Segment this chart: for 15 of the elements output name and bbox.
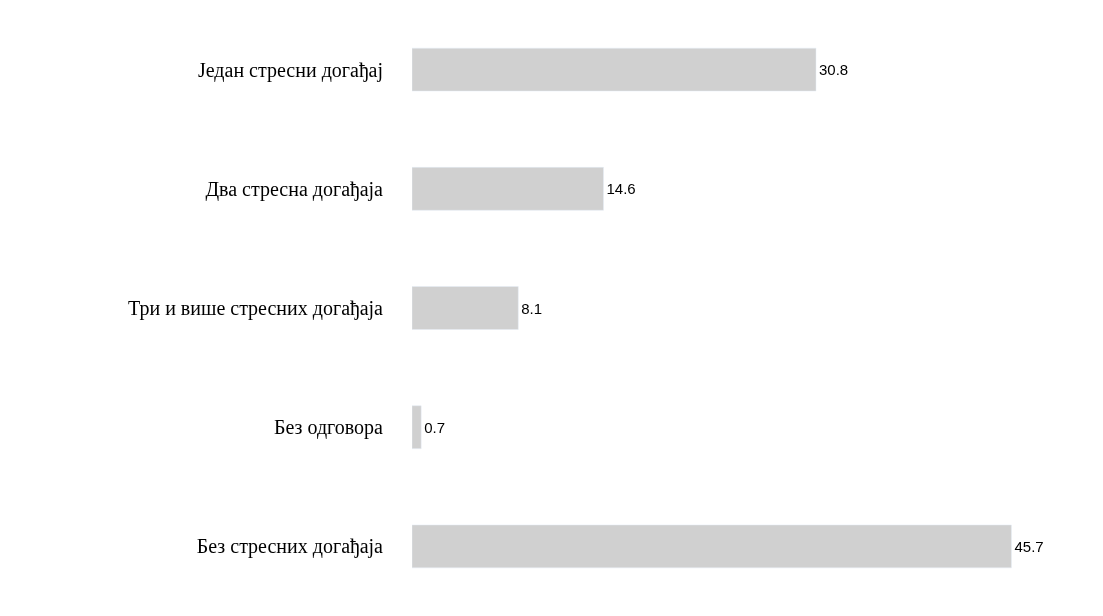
y-tick-label: Један стресни догађај bbox=[197, 58, 383, 82]
bar bbox=[412, 47, 817, 92]
bar bbox=[412, 286, 519, 330]
data-label: 14.6 bbox=[606, 180, 636, 198]
y-tick-label: Два стресна догађаја bbox=[205, 177, 384, 201]
y-tick-label: Без стресних догађаја bbox=[196, 535, 384, 559]
bar bbox=[412, 405, 422, 449]
y-tick-label: Без одговора bbox=[274, 416, 384, 440]
bar bbox=[412, 167, 604, 211]
data-label: 30.8 bbox=[819, 61, 849, 79]
data-label: 8.1 bbox=[521, 299, 543, 317]
data-label: 0.7 bbox=[424, 418, 446, 436]
data-label: 45.7 bbox=[1014, 537, 1044, 555]
bar bbox=[412, 524, 1012, 569]
y-tick-label: Три и више стресних догађаја bbox=[127, 297, 384, 320]
